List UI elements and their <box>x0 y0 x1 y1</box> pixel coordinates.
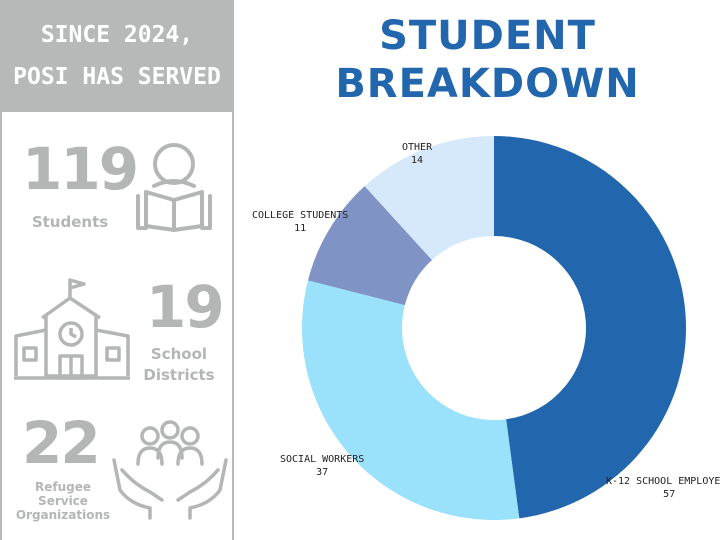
stats-header-line1: SINCE 2024, <box>40 22 194 48</box>
stats-header: SINCE 2024, POSI HAS SERVED <box>0 0 234 112</box>
slice-label-value: 57 <box>663 489 675 500</box>
donut-slice-other <box>364 136 494 261</box>
stats-header-line2: POSI HAS SERVED <box>13 64 221 90</box>
stats-panel: SINCE 2024, POSI HAS SERVED 119 Students <box>0 0 234 540</box>
slice-label-value: 14 <box>411 155 423 166</box>
slice-label-name: SOCIAL WORKERS <box>280 454 364 465</box>
organizations-label-line1: Refugee <box>34 480 91 494</box>
districts-label: School Districts <box>136 344 222 386</box>
donut-slice-college-students <box>308 186 433 306</box>
slice-label-value: 11 <box>294 223 306 234</box>
donut-slice-k-12-school-employees <box>494 136 686 519</box>
donut-slice-social-workers <box>301 280 520 520</box>
students-count: 119 <box>22 135 139 203</box>
student-reading-icon <box>136 143 212 232</box>
slice-label-name: K-12 SCHOOL EMPLOYEES <box>606 476 720 487</box>
organizations-label-line2: Service <box>38 494 88 508</box>
districts-label-line1: School <box>150 345 208 363</box>
organizations-count: 22 <box>22 409 101 477</box>
chart-title-line1: STUDENT <box>379 13 596 59</box>
students-label: Students <box>31 213 109 231</box>
slice-label-name: OTHER <box>402 142 433 153</box>
stats-body <box>0 112 234 540</box>
helping-hands-people-icon <box>112 420 228 520</box>
school-building-icon <box>14 278 130 380</box>
chart-title: STUDENT BREAKDOWN <box>240 12 720 108</box>
organizations-label: Refugee Service Organizations <box>8 480 118 522</box>
organizations-label-line3: Organizations <box>15 508 111 522</box>
districts-label-line2: Districts <box>143 366 215 384</box>
slice-label-value: 37 <box>316 467 328 478</box>
districts-count: 19 <box>146 273 225 341</box>
slice-label-name: COLLEGE STUDENTS <box>252 210 348 221</box>
chart-title-line2: BREAKDOWN <box>335 61 640 107</box>
